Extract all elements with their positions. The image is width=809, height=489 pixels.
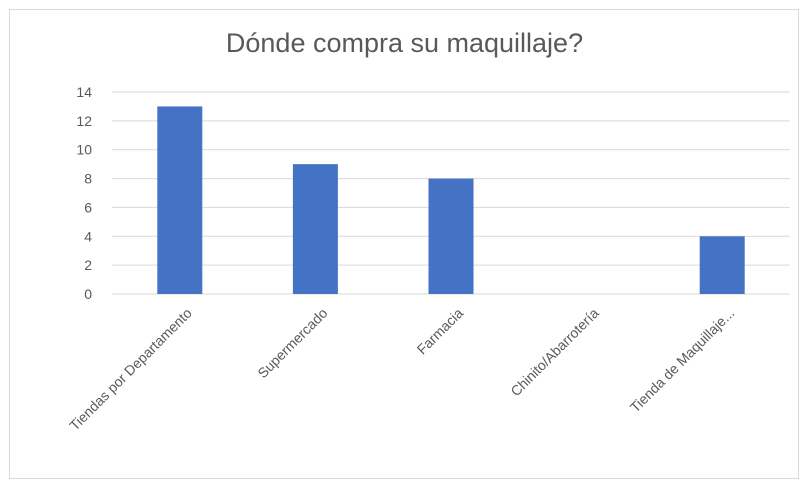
y-tick-label: 4	[84, 228, 92, 244]
bar	[699, 236, 745, 294]
chart-title: Dónde compra su maquillaje?	[225, 28, 584, 58]
bars	[157, 106, 745, 294]
bar	[157, 106, 203, 294]
x-category-label: Farmacia	[414, 305, 467, 358]
y-tick-label: 10	[76, 142, 92, 158]
x-category-label: Tiendas por Departamento	[66, 305, 195, 434]
y-tick-label: 2	[84, 257, 92, 273]
y-tick-label: 6	[84, 199, 92, 215]
x-category-label: Tienda de Maquillaje...	[627, 305, 738, 416]
y-tick-label: 8	[84, 171, 92, 187]
y-axis-ticks: 0 2 4 6 8 10 12 14	[76, 84, 92, 302]
x-category-label: Chinito/Abarrotería	[507, 305, 602, 400]
y-tick-label: 0	[84, 286, 92, 302]
bar	[292, 164, 338, 294]
y-tick-label: 12	[76, 113, 92, 129]
chart-frame	[9, 9, 799, 479]
bar	[428, 178, 474, 294]
x-axis-labels: Tiendas por Departamento Supermercado Farm…	[66, 305, 737, 434]
y-tick-label: 14	[76, 84, 92, 100]
x-category-label: Supermercado	[254, 305, 330, 381]
